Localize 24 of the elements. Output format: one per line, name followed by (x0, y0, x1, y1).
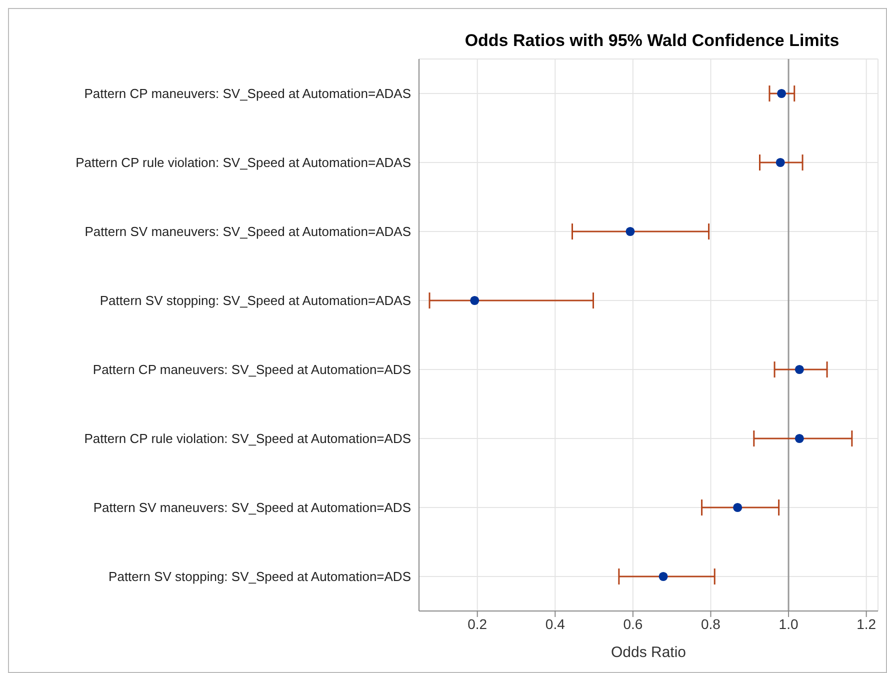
x-tick-label: 0.4 (545, 616, 566, 632)
y-tick-label: Pattern CP rule violation: SV_Speed at Automation=ADS (84, 431, 412, 446)
point (626, 226, 635, 236)
y-tick-label: Pattern CP maneuvers: SV_Speed at Automation=ADS (92, 362, 412, 378)
point (470, 296, 480, 306)
chart-title: Odds Ratios with 95% Wald Confidence Limits (464, 30, 840, 52)
y-tick-label: Pattern CP maneuvers: SV_Speed at Automation=ADAS (84, 86, 412, 102)
point (776, 158, 785, 168)
point (794, 434, 804, 444)
point (733, 502, 742, 512)
point (777, 88, 786, 98)
x-tick-label: 0.2 (468, 616, 488, 632)
point (794, 364, 804, 374)
x-tick-label: 0.8 (701, 616, 721, 632)
point (658, 572, 668, 582)
x-axis-title: Odds Ratio (610, 644, 686, 661)
y-tick-label: Pattern SV stopping: SV_Speed at Automation=ADS (108, 569, 412, 584)
x-tick-label: 1.0 (778, 616, 798, 632)
y-tick-label: Pattern SV maneuvers: SV_Speed at Automation=ADS (93, 500, 412, 516)
y-tick-label: Pattern SV maneuvers: SV_Speed at Automation=ADAS (84, 224, 412, 240)
y-tick-label: Pattern SV stopping: SV_Speed at Automation=ADAS (100, 293, 412, 308)
y-tick-label: Pattern CP rule violation: SV_Speed at Automation=ADAS (76, 155, 412, 170)
x-tick-label: 0.6 (623, 616, 643, 632)
x-tick-label: 1.2 (856, 616, 876, 632)
